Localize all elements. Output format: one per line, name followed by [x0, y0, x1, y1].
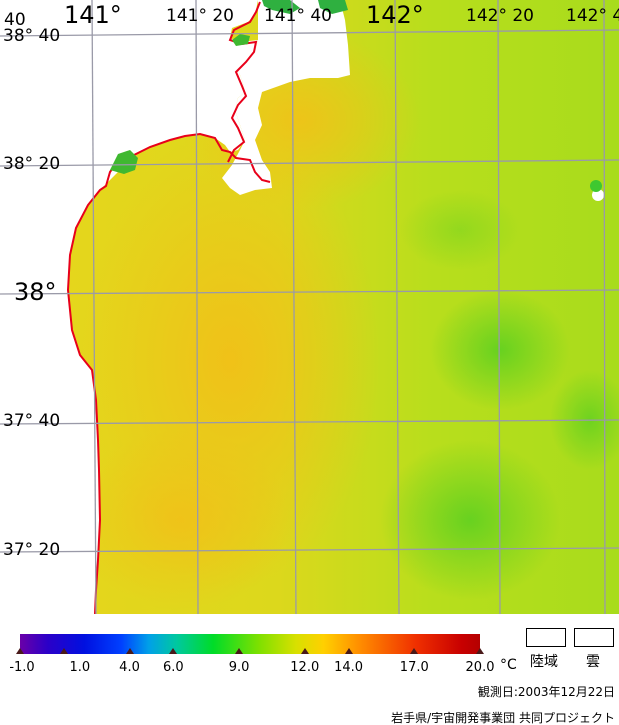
cool-coastal-patch: [262, 0, 300, 14]
coastline: [227, 1, 261, 163]
lon-label: 142°: [366, 1, 424, 29]
lon-label: 141°: [64, 1, 122, 29]
cool-water-region: [400, 190, 520, 270]
colorbar-unit: °C: [500, 657, 517, 673]
graticule: [0, 0, 619, 614]
land-area: [0, 0, 258, 614]
colorbar-tick: [410, 648, 419, 654]
lon-label: 141° 40: [264, 6, 332, 26]
lon-label: 141° 20: [166, 6, 234, 26]
land-legend-swatch: [526, 628, 566, 647]
colorbar-tick-label: 17.0: [399, 660, 429, 675]
colorbar-tick-label: 1.0: [69, 660, 91, 675]
warm-water-region: [70, 430, 290, 610]
coastline: [66, 132, 271, 614]
colorbar-tick-label: 4.0: [119, 660, 140, 675]
colorbar-tick-label: 9.0: [228, 660, 250, 675]
lat-label: 38° 40: [3, 26, 61, 46]
colorbar-tick-label: -1.0: [9, 660, 35, 675]
corner-lat-label: 40: [4, 10, 26, 30]
colorbar-tick-label: 6.0: [162, 660, 184, 675]
land-legend-label: 陸域: [530, 654, 558, 670]
colorbar-tick: [300, 648, 309, 654]
lat-label: 38°: [14, 278, 57, 306]
colorbar-tick: [16, 648, 24, 654]
lat-label: 38° 20: [3, 154, 61, 174]
temperature-colorbar: [20, 634, 480, 654]
colorbar-tick-label: 20.0: [465, 660, 495, 675]
lon-label: 142° 4: [566, 6, 619, 26]
observation-date: 観測日:2003年12月22日: [477, 685, 615, 699]
cool-water-region: [380, 440, 560, 600]
lat-label: 37° 20: [3, 540, 61, 560]
cool-water-region: [590, 180, 602, 192]
cool-coastal-patch: [110, 150, 138, 174]
cloud-legend-swatch: [574, 628, 614, 647]
colorbar-tick-label: 12.0: [290, 660, 320, 675]
cloud-legend-label: 雲: [586, 654, 600, 670]
lon-label: 142° 20: [466, 6, 534, 26]
colorbar-tick: [169, 648, 178, 654]
colorbar-tick: [125, 648, 134, 654]
credit-text: 岩手県/宇宙開発事業団 共同プロジェクト: [391, 711, 615, 725]
colorbar-tick: [476, 648, 484, 654]
colorbar-tick-label: 14.0: [334, 660, 364, 675]
cool-water-region: [430, 290, 570, 410]
cloud-area: [222, 0, 350, 195]
colorbar-tick: [235, 648, 244, 654]
colorbar-tick: [344, 648, 353, 654]
sea-surface-temperature-map: [0, 0, 619, 614]
cool-coastal-patch: [232, 34, 250, 46]
cloud-area: [592, 189, 604, 201]
colorbar-tick: [59, 648, 68, 654]
lat-label: 37° 40: [3, 411, 61, 431]
cool-coastal-patch: [318, 0, 348, 14]
